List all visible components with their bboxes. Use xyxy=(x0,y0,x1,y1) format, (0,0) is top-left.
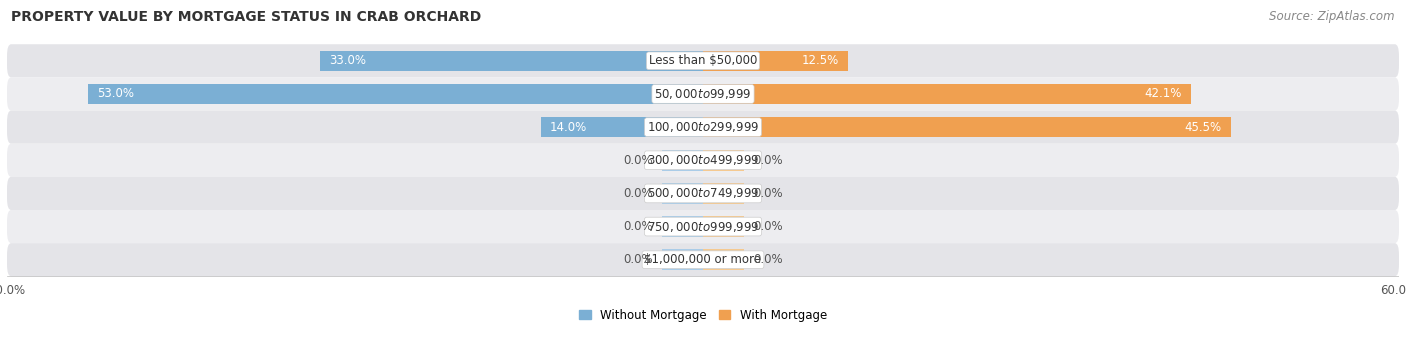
Text: 0.0%: 0.0% xyxy=(752,253,783,266)
FancyBboxPatch shape xyxy=(7,77,1399,110)
Bar xyxy=(540,117,703,137)
Text: 14.0%: 14.0% xyxy=(550,121,588,134)
Bar xyxy=(89,84,703,104)
Text: 0.0%: 0.0% xyxy=(752,187,783,200)
Bar xyxy=(703,150,744,170)
Bar xyxy=(703,216,744,237)
Bar xyxy=(703,84,1191,104)
Bar xyxy=(703,117,1230,137)
FancyBboxPatch shape xyxy=(7,210,1399,243)
Text: 33.0%: 33.0% xyxy=(329,54,367,67)
FancyBboxPatch shape xyxy=(7,110,1399,144)
Bar xyxy=(321,50,703,71)
Bar xyxy=(703,250,744,270)
Text: 42.1%: 42.1% xyxy=(1144,87,1182,101)
Text: 53.0%: 53.0% xyxy=(97,87,135,101)
FancyBboxPatch shape xyxy=(7,44,1399,77)
Text: $1,000,000 or more: $1,000,000 or more xyxy=(644,253,762,266)
Text: 0.0%: 0.0% xyxy=(623,154,654,167)
Text: 12.5%: 12.5% xyxy=(801,54,839,67)
Text: $50,000 to $99,999: $50,000 to $99,999 xyxy=(654,87,752,101)
Text: 0.0%: 0.0% xyxy=(752,154,783,167)
Text: $500,000 to $749,999: $500,000 to $749,999 xyxy=(647,187,759,201)
FancyBboxPatch shape xyxy=(7,144,1399,177)
Text: 0.0%: 0.0% xyxy=(623,253,654,266)
Bar xyxy=(703,50,848,71)
Bar xyxy=(662,250,703,270)
FancyBboxPatch shape xyxy=(7,243,1399,276)
Text: 0.0%: 0.0% xyxy=(752,220,783,233)
Bar xyxy=(703,183,744,204)
FancyBboxPatch shape xyxy=(7,177,1399,210)
Legend: Without Mortgage, With Mortgage: Without Mortgage, With Mortgage xyxy=(574,304,832,326)
Text: $750,000 to $999,999: $750,000 to $999,999 xyxy=(647,220,759,234)
Text: PROPERTY VALUE BY MORTGAGE STATUS IN CRAB ORCHARD: PROPERTY VALUE BY MORTGAGE STATUS IN CRA… xyxy=(11,10,481,24)
Text: $100,000 to $299,999: $100,000 to $299,999 xyxy=(647,120,759,134)
Text: $300,000 to $499,999: $300,000 to $499,999 xyxy=(647,153,759,167)
Bar xyxy=(662,183,703,204)
Bar xyxy=(662,150,703,170)
Text: 0.0%: 0.0% xyxy=(623,220,654,233)
Text: 45.5%: 45.5% xyxy=(1184,121,1222,134)
Bar xyxy=(662,216,703,237)
Text: Less than $50,000: Less than $50,000 xyxy=(648,54,758,67)
Text: 0.0%: 0.0% xyxy=(623,187,654,200)
Text: Source: ZipAtlas.com: Source: ZipAtlas.com xyxy=(1270,10,1395,23)
